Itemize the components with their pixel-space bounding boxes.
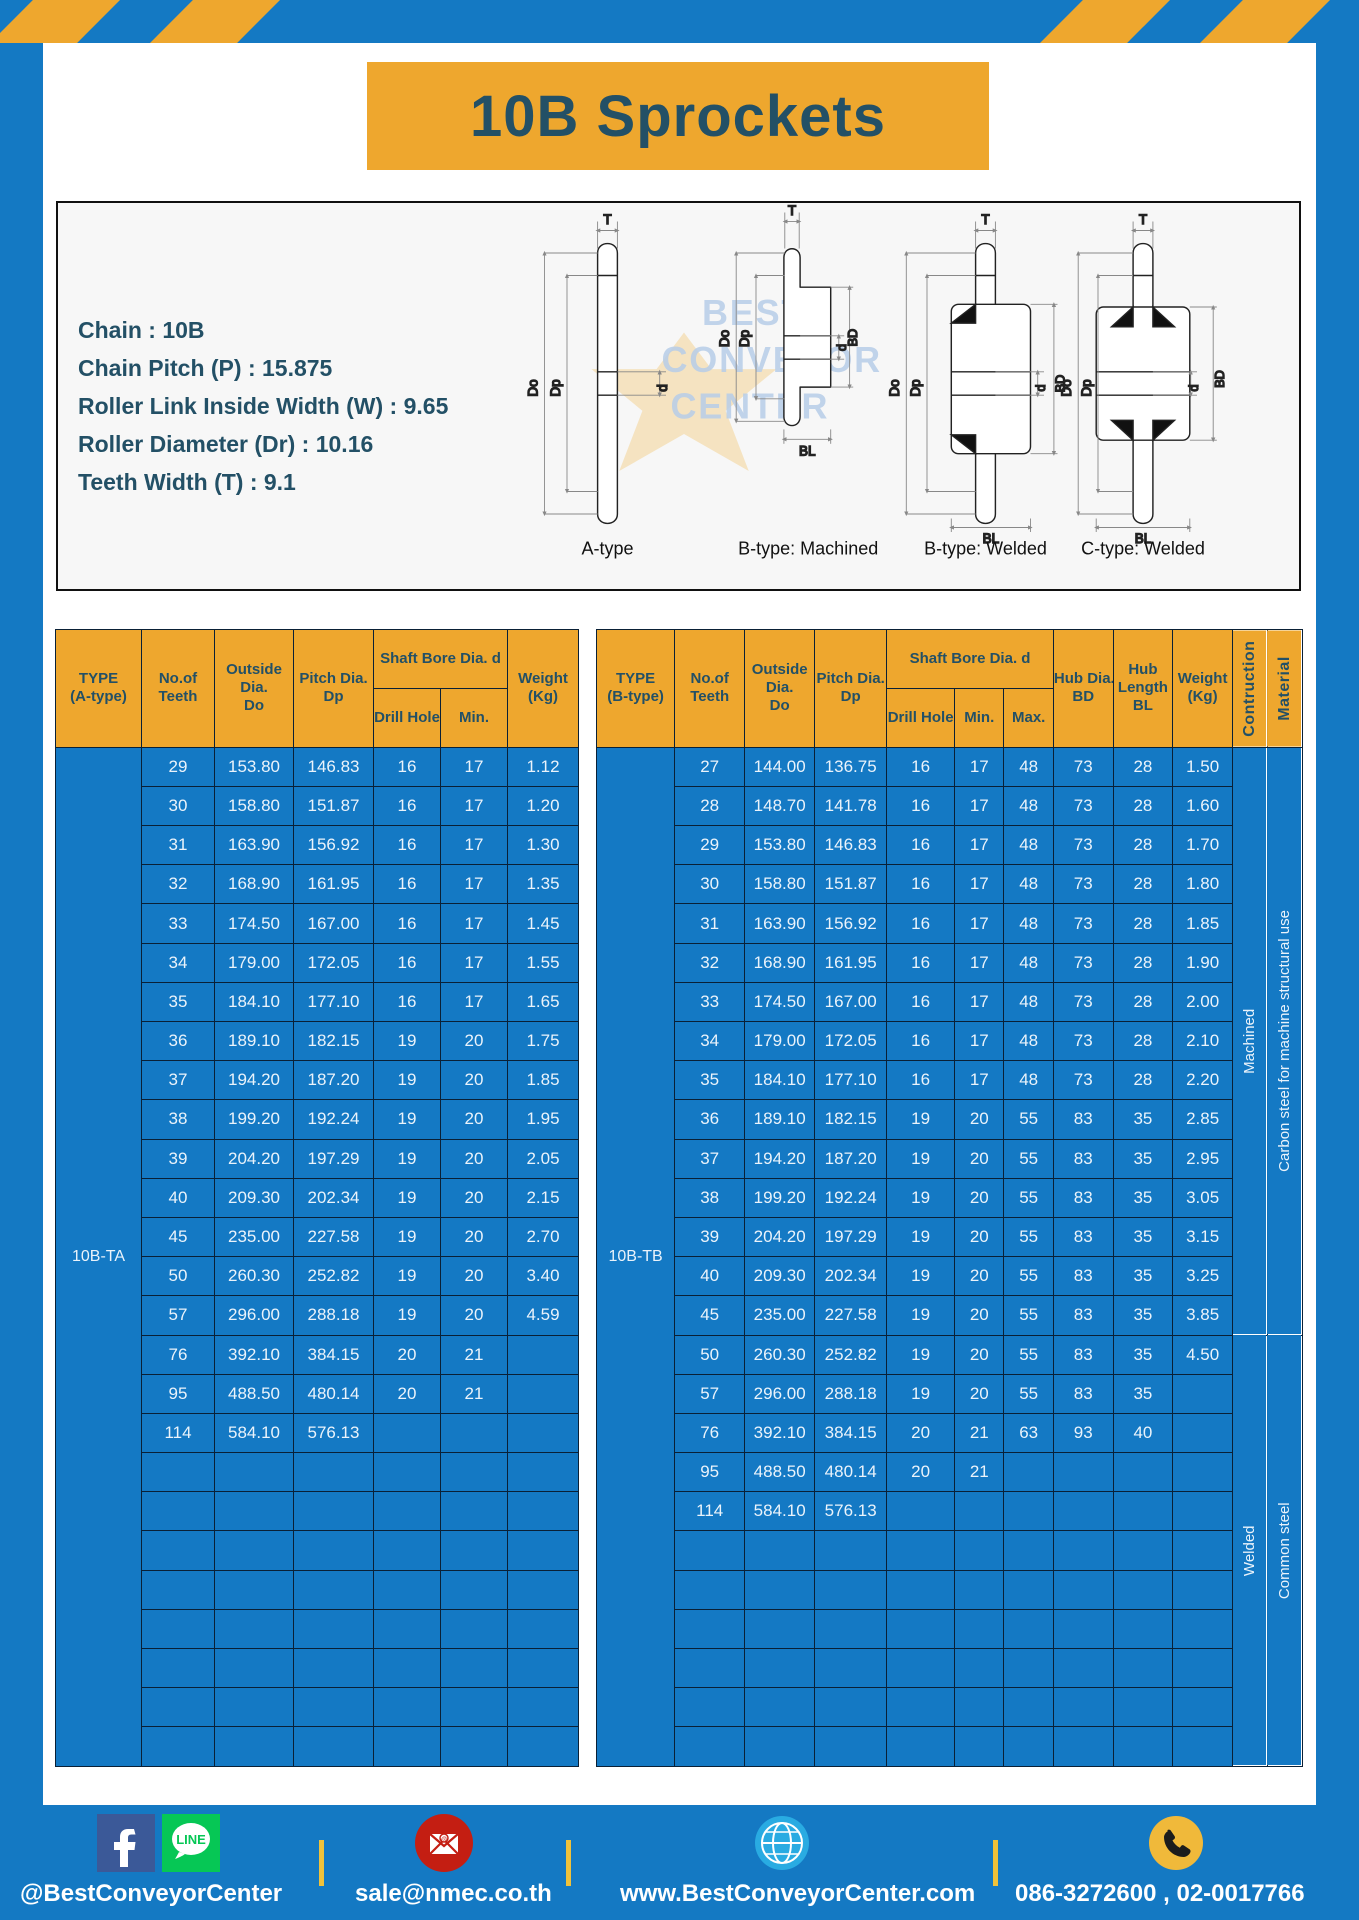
svg-text:LINE: LINE [176, 1832, 206, 1847]
svg-text:Do: Do [717, 330, 732, 347]
svg-text:Do: Do [1059, 379, 1074, 396]
svg-text:A-type: A-type [581, 539, 633, 559]
svg-text:Dp: Dp [737, 330, 752, 347]
svg-text:T: T [1139, 212, 1147, 227]
svg-text:BL: BL [799, 444, 816, 459]
svg-text:Dp: Dp [908, 379, 923, 396]
svg-text:d: d [655, 384, 670, 392]
svg-text:B-type: Machined: B-type: Machined [738, 539, 878, 559]
svg-text:Do: Do [887, 379, 902, 396]
svg-text:T: T [603, 212, 611, 227]
svg-text:d: d [1187, 384, 1201, 391]
svg-text:Dp: Dp [1079, 379, 1094, 396]
svg-text:BD: BD [1213, 370, 1227, 388]
svg-text:T: T [788, 203, 796, 218]
svg-text:@: @ [441, 1837, 447, 1843]
svg-text:T: T [981, 212, 989, 227]
svg-text:d: d [1034, 384, 1048, 391]
svg-text:CENTER: CENTER [670, 386, 829, 427]
svg-text:Do: Do [525, 379, 540, 396]
svg-text:Dp: Dp [548, 379, 563, 396]
svg-text:BD: BD [846, 329, 860, 347]
svg-text:B-type: Welded: B-type: Welded [924, 539, 1047, 559]
svg-text:C-type: Welded: C-type: Welded [1081, 539, 1205, 559]
